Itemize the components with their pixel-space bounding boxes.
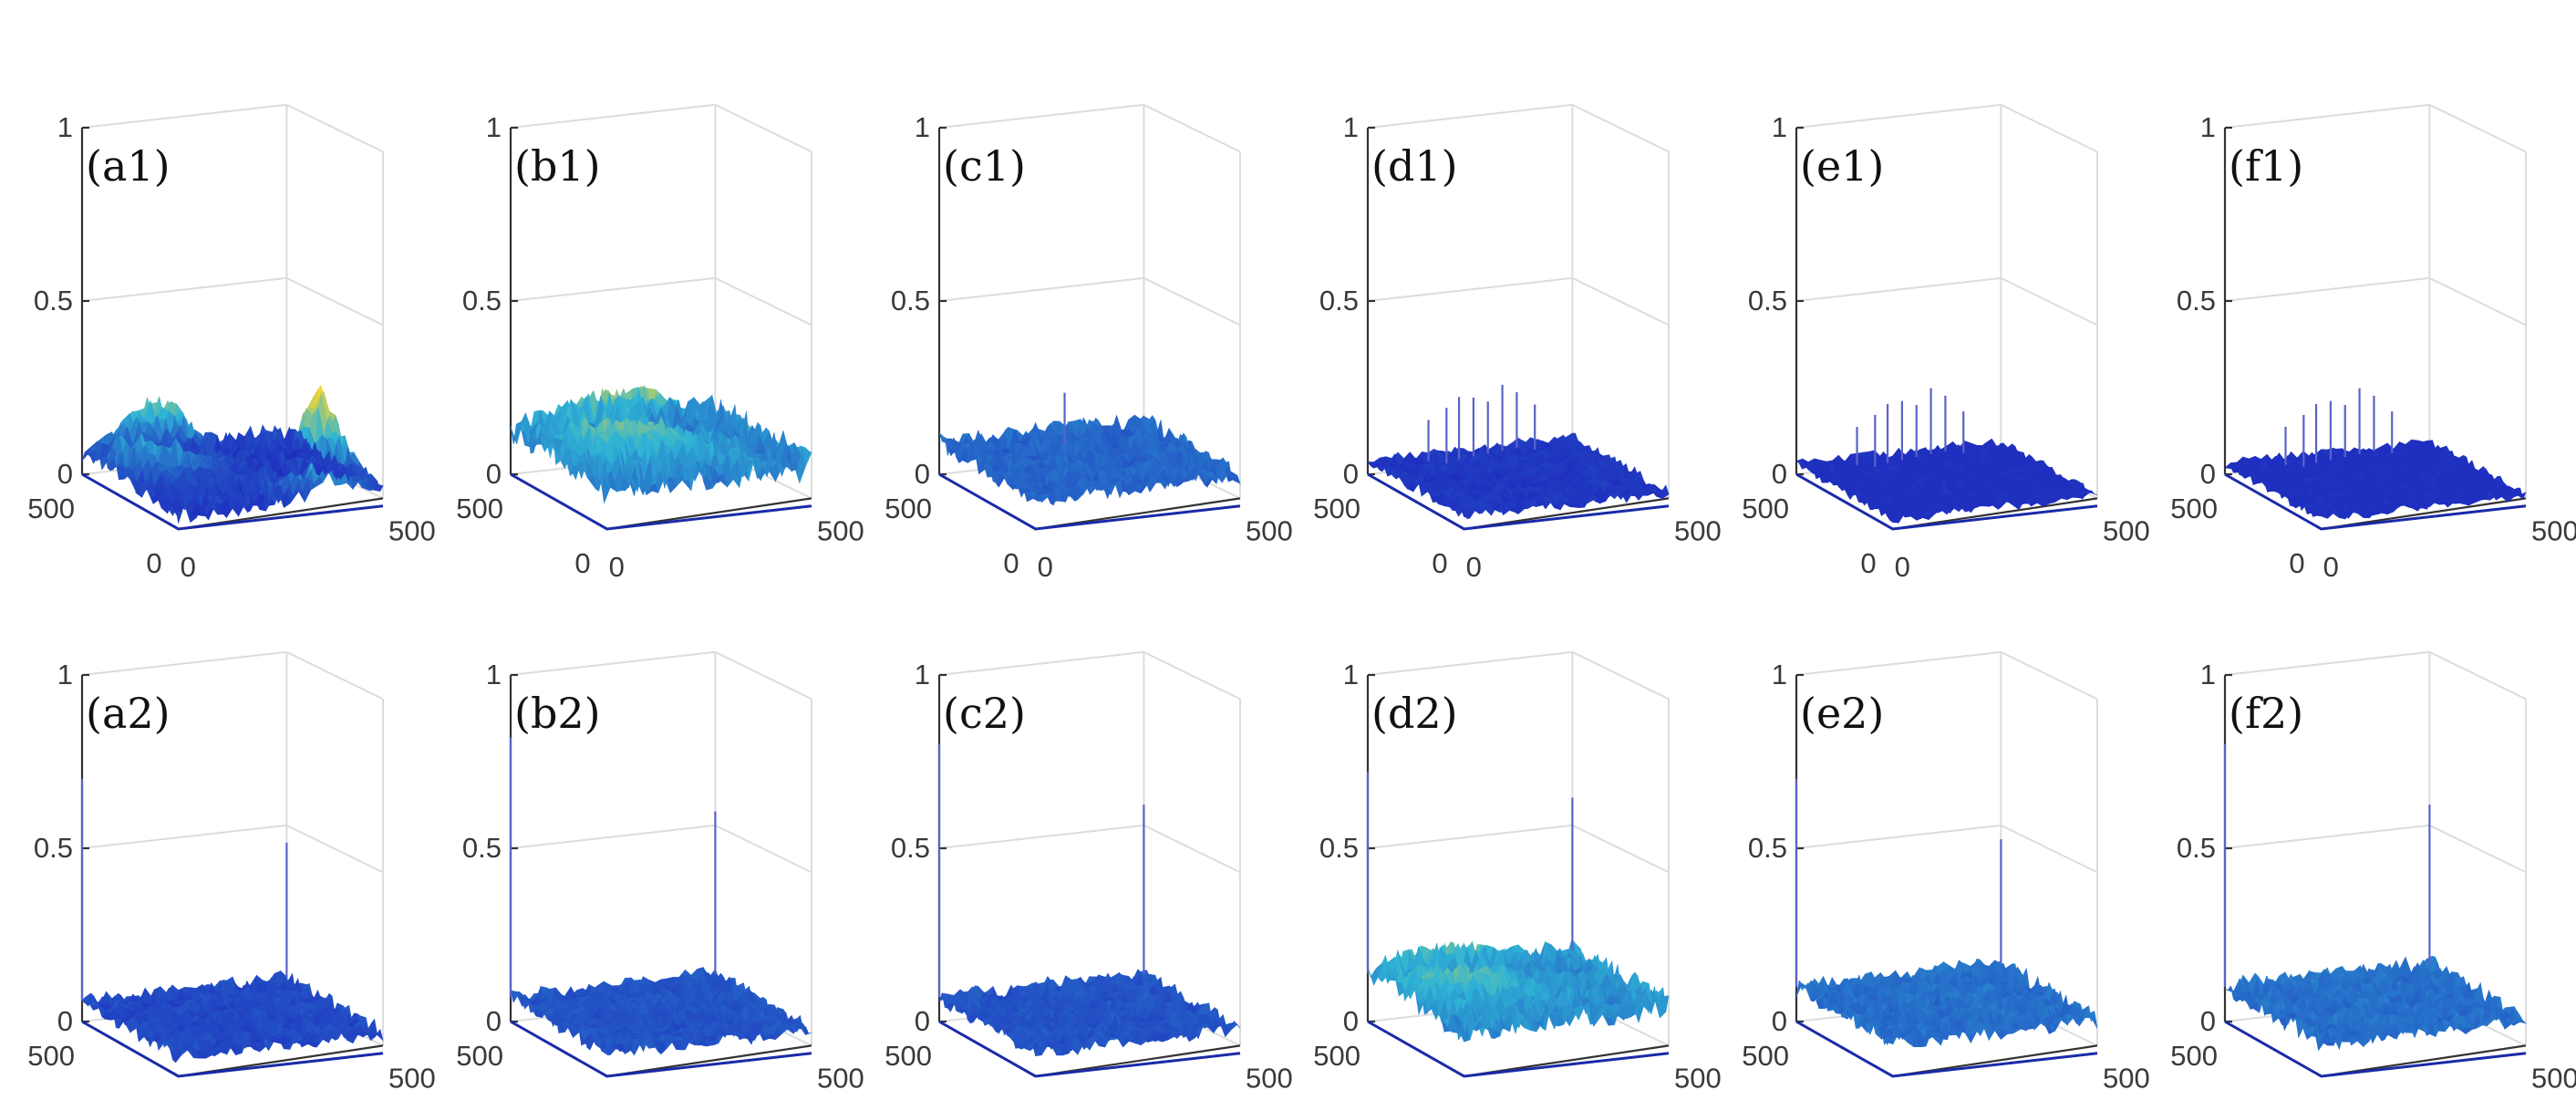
y-tick-label: 500 [27,493,75,524]
panel-label: (b1) [514,141,601,191]
z-tick-label: 1 [486,111,502,143]
panel-label: (a1) [86,141,171,191]
x-tick-label: 0 [181,551,196,583]
z-tick-label: 0 [1343,458,1359,490]
surface [511,386,812,529]
grid-line-right [2001,278,2097,326]
grid-line-back [511,105,715,128]
grid-line-back [1796,278,2001,301]
z-tick-label: 0 [915,458,930,490]
grid-line-back [1368,105,1572,128]
grid-line-right [715,278,812,326]
y-tick-label: 500 [1313,493,1360,524]
z-tick-label: 0 [486,458,502,490]
grid-line-right [1572,105,1669,152]
x-tick-label: 0 [609,551,625,583]
y-tick-label: 0 [1003,547,1019,579]
panel-label: (d1) [1371,141,1458,191]
x-tick-label: 500 [388,514,436,546]
z-tick-label: 1 [1343,111,1359,143]
grid-line-right [715,105,812,152]
grid-line-back [511,278,715,301]
z-tick-label: 0.5 [1319,285,1359,317]
grid-line-right [1572,278,1669,326]
surface [939,415,1240,529]
grid-line-right [2001,105,2097,152]
z-tick-label: 0.5 [891,285,930,317]
surface [82,386,383,529]
x-tick-label: 0 [1466,551,1482,583]
z-tick-label: 0 [1772,458,1787,490]
grid-line-back [1796,105,2001,128]
grid-line-back [82,278,286,301]
z-tick-label: 0 [57,458,73,490]
z-tick-label: 0.5 [34,285,73,317]
x-tick-label: 500 [1246,514,1293,546]
grid-line-right [1143,278,1240,326]
y-tick-label: 0 [1432,547,1447,579]
surface [1368,433,1669,529]
x-tick-label: 500 [817,514,864,546]
panel-label: (c1) [943,141,1026,191]
grid-line-right [1143,105,1240,152]
x-tick-label: 0 [1038,551,1053,583]
grid-line-back [82,105,286,128]
grid-line-back [939,278,1143,301]
y-tick-label: 0 [574,547,590,579]
y-tick-label: 500 [456,493,503,524]
z-tick-label: 1 [915,111,930,143]
grid-line-right [286,105,383,152]
z-tick-label: 1 [1772,111,1787,143]
z-tick-label: 0.5 [1748,285,1787,317]
z-tick-label: 1 [57,111,73,143]
x-tick-label: 500 [1674,514,1722,546]
y-tick-label: 0 [146,547,161,579]
z-tick-label: 0.5 [462,285,502,317]
grid-line-back [939,105,1143,128]
grid-line-right [286,278,383,326]
y-tick-label: 500 [885,493,932,524]
grid-line-back [1368,278,1572,301]
surface [1796,439,2097,529]
